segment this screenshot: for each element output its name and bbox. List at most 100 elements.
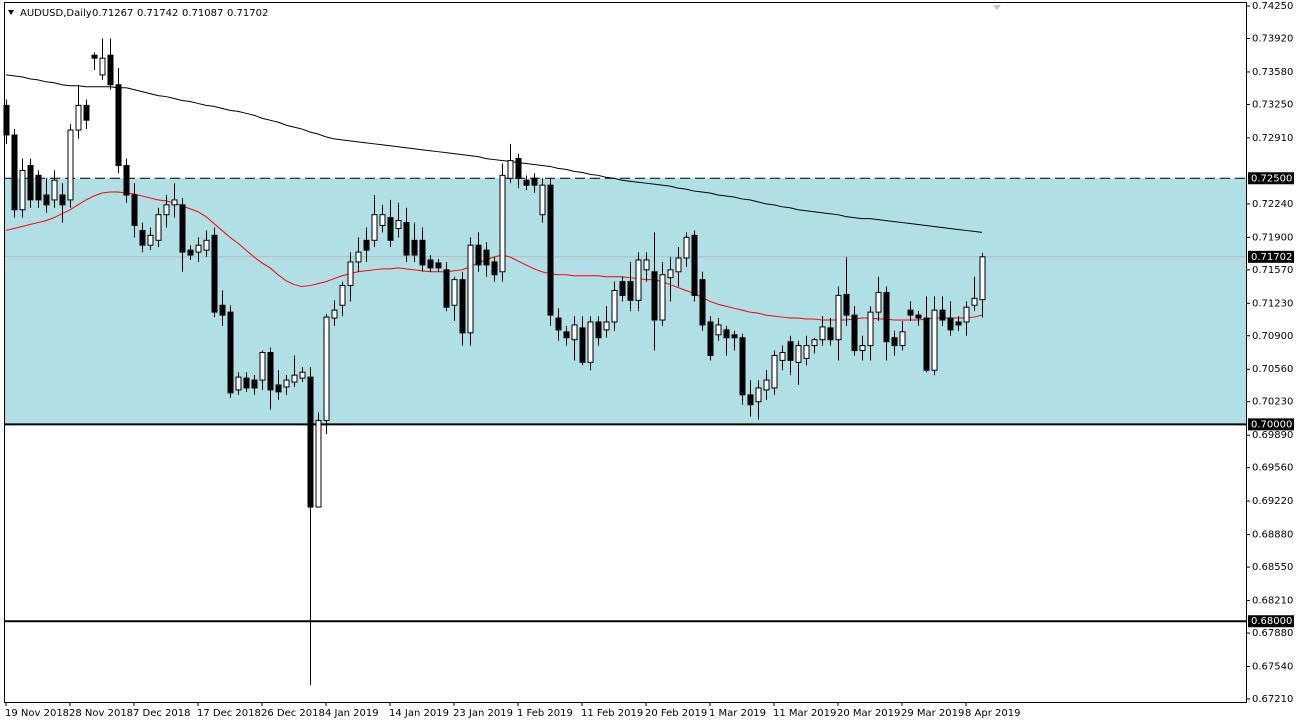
candle-body	[499, 174, 506, 273]
y-tick-label: 0.71900	[1252, 232, 1293, 243]
candle-body	[275, 384, 282, 393]
candle-body	[227, 311, 234, 394]
candle-body	[635, 259, 642, 301]
candle-body	[867, 311, 874, 347]
y-tick-label: 0.67210	[1252, 694, 1293, 705]
candle-body	[555, 317, 562, 331]
candle-body	[251, 379, 258, 389]
y-tick-label: 0.73580	[1252, 67, 1293, 78]
candle-body	[315, 419, 322, 508]
candle-body	[771, 354, 778, 389]
candle-body	[363, 239, 370, 251]
y-tick-label: 0.70560	[1252, 364, 1293, 375]
candle-body	[963, 306, 970, 323]
candle-body	[819, 326, 826, 341]
candle-body	[91, 54, 98, 59]
candle-body	[203, 239, 210, 251]
candle-body	[643, 259, 650, 271]
x-tick-label: 1 Feb 2019	[517, 708, 573, 719]
candle-body	[171, 199, 178, 206]
x-tick-label: 19 Nov 2018	[5, 708, 69, 719]
candle-body	[691, 234, 698, 296]
y-tick-label: 0.68210	[1252, 596, 1293, 607]
candle-body	[427, 259, 434, 269]
y-tick-label: 0.70900	[1252, 331, 1293, 342]
x-tick-label: 28 Nov 2018	[69, 708, 133, 719]
candle-body	[195, 244, 202, 253]
candle-body	[11, 134, 18, 211]
y-tick-label: 0.72910	[1252, 133, 1293, 144]
candle-body	[587, 321, 594, 363]
candle-body	[883, 291, 890, 343]
candle-body	[67, 129, 74, 201]
price-tag-label: 0.68000	[1251, 616, 1292, 627]
x-tick-label: 20 Feb 2019	[645, 708, 707, 719]
candle-body	[219, 304, 226, 316]
price-tag-label: 0.70000	[1251, 419, 1292, 430]
candle-body	[627, 281, 634, 301]
candle-body	[267, 352, 274, 391]
candle-body	[947, 317, 954, 331]
header-low: 0.71087	[182, 8, 223, 19]
candle-body	[915, 314, 922, 319]
candle-body	[331, 309, 338, 319]
candle-body	[19, 169, 26, 211]
x-tick-label: 29 Mar 2019	[901, 708, 964, 719]
header-high: 0.71742	[137, 8, 178, 19]
candle-body	[211, 234, 218, 313]
candle-body	[355, 251, 362, 263]
y-tick-label: 0.67880	[1252, 628, 1293, 639]
candle-body	[35, 174, 42, 201]
candle-body	[435, 262, 442, 269]
menu-triangle[interactable]	[8, 10, 14, 15]
candle-body	[731, 334, 738, 339]
candle-body	[787, 341, 794, 361]
price-tag	[1248, 172, 1294, 185]
y-tick-label: 0.72240	[1252, 199, 1293, 210]
candle-body	[123, 164, 130, 196]
candle-body	[235, 376, 242, 391]
candle-body	[835, 294, 842, 341]
candle-body	[371, 214, 378, 241]
shift-marker	[993, 5, 1001, 10]
header-open: 0.71267	[92, 8, 133, 19]
candle-body	[163, 204, 170, 216]
x-tick-label: 14 Jan 2019	[389, 708, 449, 719]
candle-body	[939, 309, 946, 321]
x-tick-label: 8 Apr 2019	[965, 708, 1020, 719]
y-tick-label: 0.71570	[1252, 265, 1293, 276]
candle-body	[971, 297, 978, 306]
y-tick-label: 0.70230	[1252, 397, 1293, 408]
y-tick-label: 0.69560	[1252, 463, 1293, 474]
candle-body	[715, 324, 722, 336]
x-tick-label: 17 Dec 2018	[197, 708, 261, 719]
price-tag-label: 0.72500	[1251, 173, 1292, 184]
x-tick-label: 20 Mar 2019	[837, 708, 900, 719]
y-tick-label: 0.68880	[1252, 530, 1293, 541]
candle-body	[547, 184, 554, 316]
y-tick-label: 0.69220	[1252, 496, 1293, 507]
candle-body	[443, 269, 450, 308]
candle-body	[955, 321, 962, 326]
candle-body	[379, 214, 386, 227]
axis-area	[1247, 0, 1296, 725]
candle-body	[291, 374, 298, 383]
price-tag	[1248, 418, 1294, 431]
candle-body	[451, 279, 458, 306]
y-tick-label: 0.69890	[1252, 430, 1293, 441]
x-tick-label: 23 Jan 2019	[453, 708, 513, 719]
candle-body	[795, 345, 802, 363]
candle-body	[699, 279, 706, 326]
candle-body	[611, 289, 618, 323]
candle-body	[843, 293, 850, 316]
candle-body	[99, 57, 106, 76]
price-tag	[1248, 250, 1294, 263]
candle-body	[667, 269, 674, 279]
candle-body	[739, 337, 746, 396]
candle-body	[27, 164, 34, 201]
candle-body	[259, 352, 266, 381]
candle-body	[179, 204, 186, 253]
x-tick-label: 11 Feb 2019	[581, 708, 643, 719]
candle-body	[43, 194, 50, 206]
